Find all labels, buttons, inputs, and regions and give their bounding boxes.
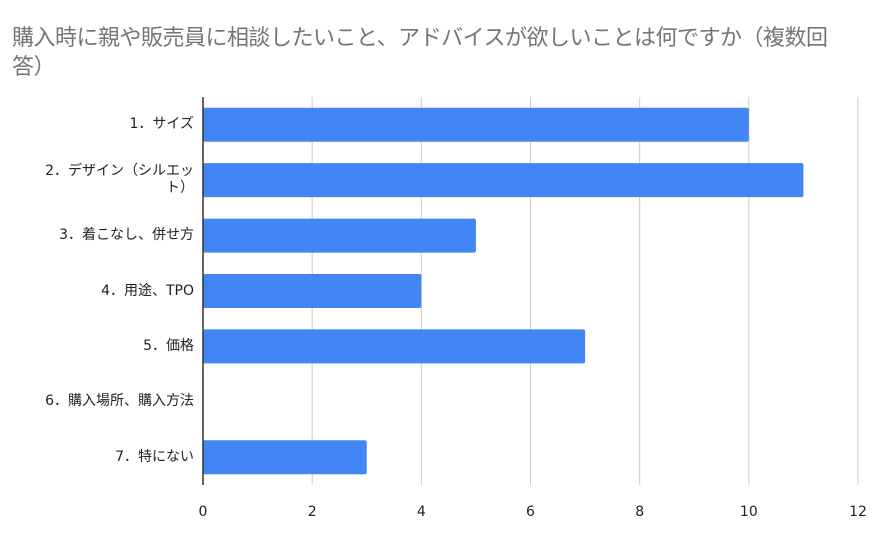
category-label: 1．サイズ: [129, 116, 195, 133]
category-label: 2．デザイン（シルエット）: [45, 163, 194, 197]
category-label: 5．価格: [143, 337, 194, 354]
x-tick-label: 4: [417, 504, 426, 520]
bar: [203, 107, 749, 142]
x-tick-label: 10: [740, 504, 758, 520]
x-tick-label: 0: [199, 504, 208, 520]
bar: [203, 329, 586, 364]
category-label: 3．着こなし、併せ方: [59, 227, 194, 244]
bar: [203, 274, 422, 308]
chart-title: 購入時に親や販売員に相談したいこと、アドバイスが欲しいことは何ですか（複数回答）: [12, 26, 828, 80]
category-label: 7．特にない: [115, 448, 194, 465]
category-label: 4．用途、TPO: [101, 282, 194, 299]
category-label: 6．購入場所、購入方法: [45, 393, 194, 410]
x-tick-label: 8: [635, 504, 644, 520]
bar: [203, 440, 367, 475]
x-tick-label: 6: [526, 504, 535, 520]
bar: [203, 218, 476, 253]
x-tick-label: 12: [849, 504, 867, 520]
x-tick-label: 2: [308, 504, 317, 520]
bar: [203, 163, 804, 198]
